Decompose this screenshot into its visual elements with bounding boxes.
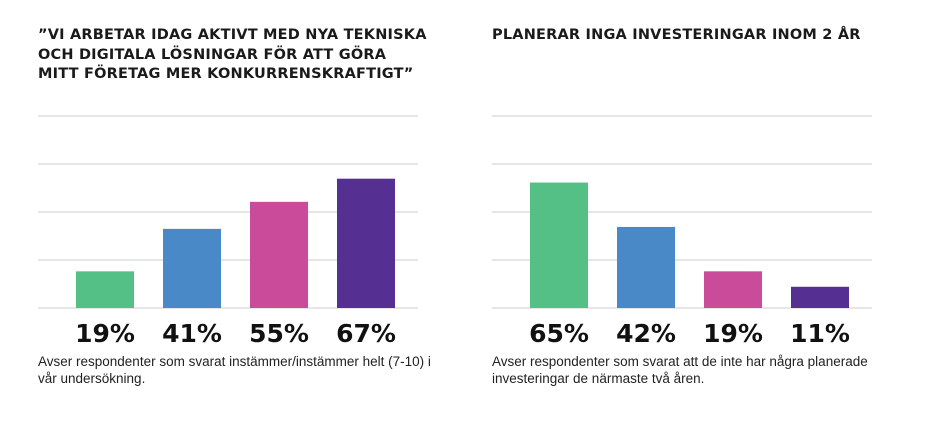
bar-chart-right: 65% 42% 19% 11% [492, 115, 872, 348]
value-label-1: 19% [75, 319, 135, 348]
bar-4 [337, 178, 395, 308]
value-label-2: 42% [616, 319, 676, 348]
bar-chart-left: 19% 41% 55% 67% [38, 115, 418, 348]
chart-title-left: ”VI ARBETAR IDAG AKTIVT MED NYA TEKNISKA… [38, 27, 427, 82]
bar-2 [617, 226, 675, 308]
bar-3 [704, 271, 762, 308]
bar-4 [791, 286, 849, 308]
chart-title-right: PLANERAR INGA INVESTERINGAR INOM 2 ÅR [492, 27, 861, 43]
value-label-4: 67% [336, 319, 396, 348]
bar-2 [163, 228, 221, 308]
bar-3 [250, 201, 308, 308]
chart-note-left: Avser respondenter som svarat instämmer/… [38, 354, 431, 386]
bar-1 [530, 182, 588, 308]
value-label-1: 65% [529, 319, 589, 348]
value-label-2: 41% [162, 319, 222, 348]
value-label-4: 11% [790, 319, 850, 348]
value-label-3: 19% [703, 319, 763, 348]
value-label-3: 55% [249, 319, 309, 348]
chart-panel-right: PLANERAR INGA INVESTERINGAR INOM 2 ÅR 65… [492, 0, 912, 422]
chart-note-right: Avser respondenter som svarat att de int… [492, 354, 868, 386]
chart-panel-left: ”VI ARBETAR IDAG AKTIVT MED NYA TEKNISKA… [38, 0, 458, 422]
bar-1 [76, 271, 134, 308]
